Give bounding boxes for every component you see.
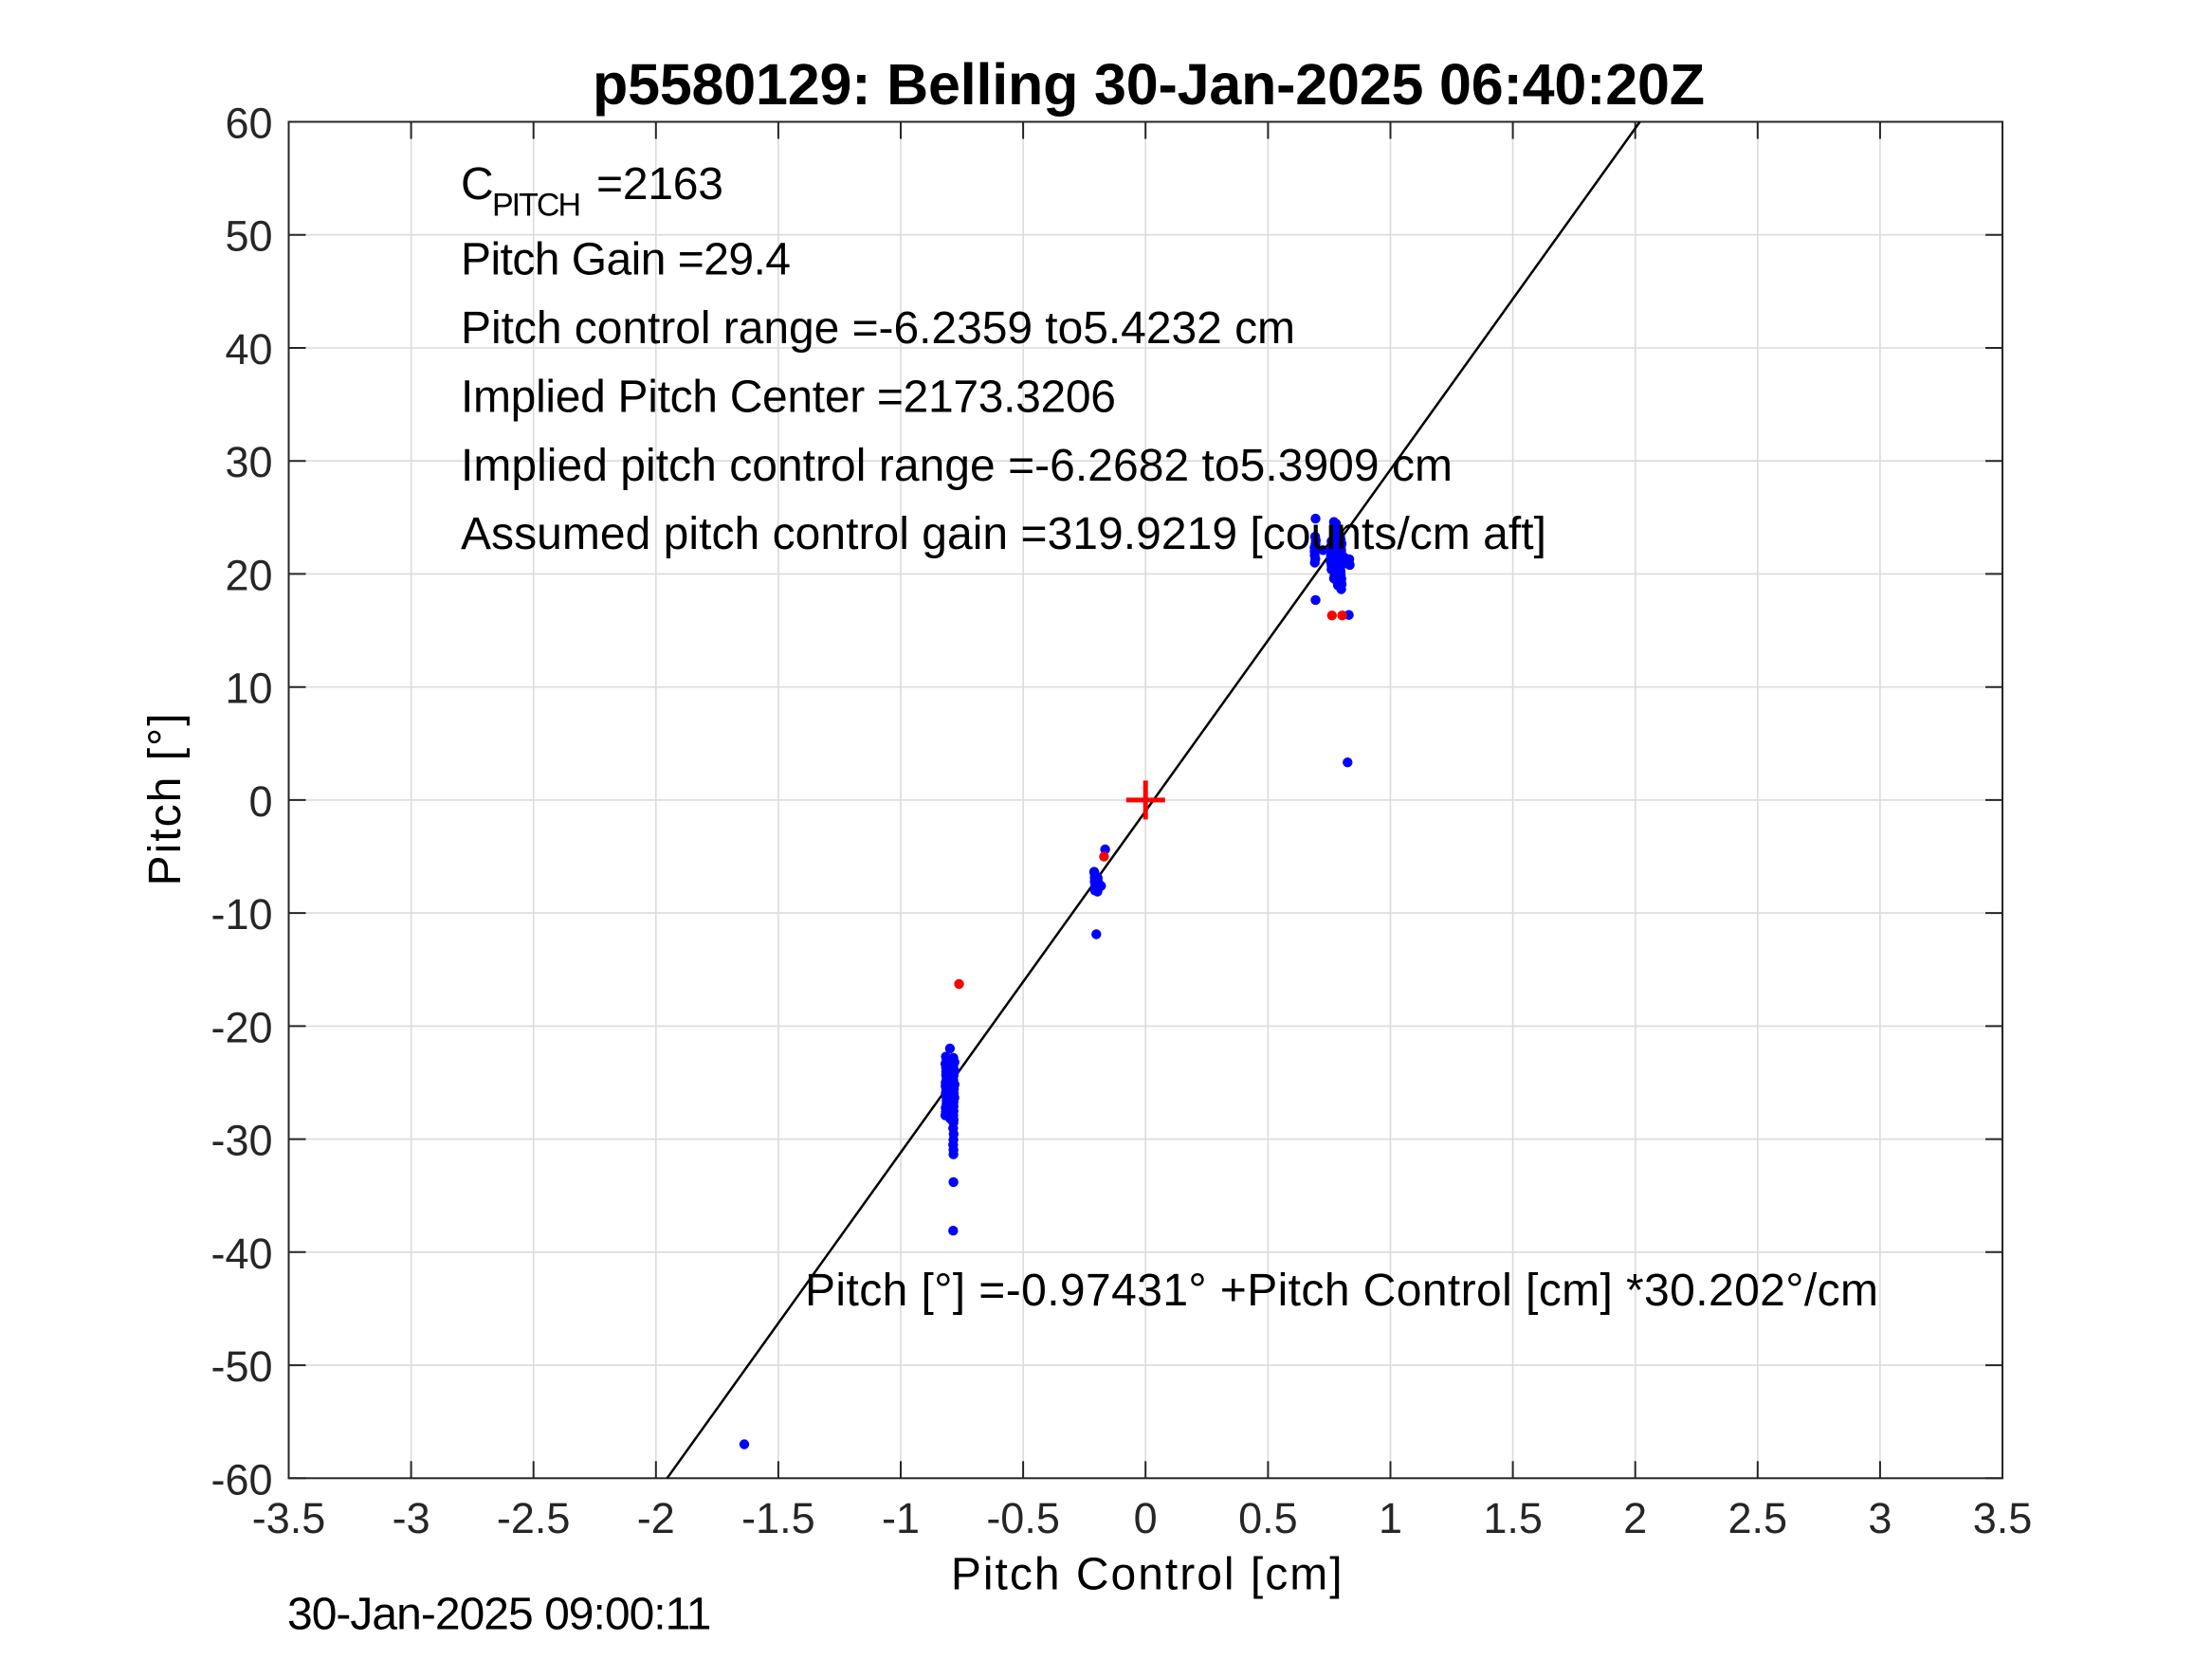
svg-text:Pitch Control [cm]: Pitch Control [cm] [951,1549,1343,1599]
svg-text:20: 20 [225,551,272,599]
svg-text:-20: -20 [210,1003,272,1051]
svg-text:Implied pitch control range =-: Implied pitch control range =-6.2682 to5… [461,441,1453,491]
svg-text:Pitch [°] =-0.97431° +Pitch Co: Pitch [°] =-0.97431° +Pitch Control [cm]… [805,1266,1878,1316]
svg-text:-2.5: -2.5 [497,1494,571,1542]
svg-text:-1.5: -1.5 [741,1494,815,1542]
svg-text:Pitch control range =-6.2359 t: Pitch control range =-6.2359 to5.4232 cm [461,303,1295,354]
svg-text:CPITCH=2163: CPITCH =2163 [461,159,723,224]
svg-text:1: 1 [1379,1494,1402,1542]
svg-text:Pitch [°]: Pitch [°] [140,713,191,885]
svg-text:Pitch Gain =29.4: Pitch Gain =29.4 [461,235,791,285]
svg-text:0: 0 [1134,1494,1158,1542]
svg-text:3.5: 3.5 [1973,1494,2033,1542]
svg-text:-40: -40 [210,1230,272,1278]
svg-text:Assumed pitch control gain =31: Assumed pitch control gain =319.9219 [co… [461,509,1546,559]
svg-text:-3: -3 [393,1494,430,1542]
svg-text:-50: -50 [210,1342,272,1391]
svg-text:2: 2 [1623,1494,1647,1542]
svg-text:-3.5: -3.5 [252,1494,326,1542]
svg-text:-60: -60 [210,1455,272,1504]
svg-text:60: 60 [225,100,272,148]
svg-text:40: 40 [225,325,272,374]
svg-text:50: 50 [225,212,272,261]
svg-text:2.5: 2.5 [1728,1494,1788,1542]
svg-text:0.5: 0.5 [1238,1494,1298,1542]
svg-text:30: 30 [225,438,272,486]
svg-text:-2: -2 [637,1494,675,1542]
svg-text:-30: -30 [210,1117,272,1165]
svg-text:-10: -10 [210,890,272,939]
svg-text:0: 0 [248,777,272,826]
svg-text:p5580129: Belling 30-Jan-2025: p5580129: Belling 30-Jan-2025 06:40:20Z [593,52,1705,117]
svg-text:Implied Pitch Center =2173.320: Implied Pitch Center =2173.3206 [461,373,1116,423]
svg-text:30-Jan-2025 09:00:11: 30-Jan-2025 09:00:11 [287,1590,712,1640]
svg-text:1.5: 1.5 [1483,1494,1543,1542]
svg-text:3: 3 [1868,1494,1892,1542]
svg-text:-1: -1 [882,1494,920,1542]
svg-text:10: 10 [225,665,272,713]
svg-text:-0.5: -0.5 [986,1494,1060,1542]
